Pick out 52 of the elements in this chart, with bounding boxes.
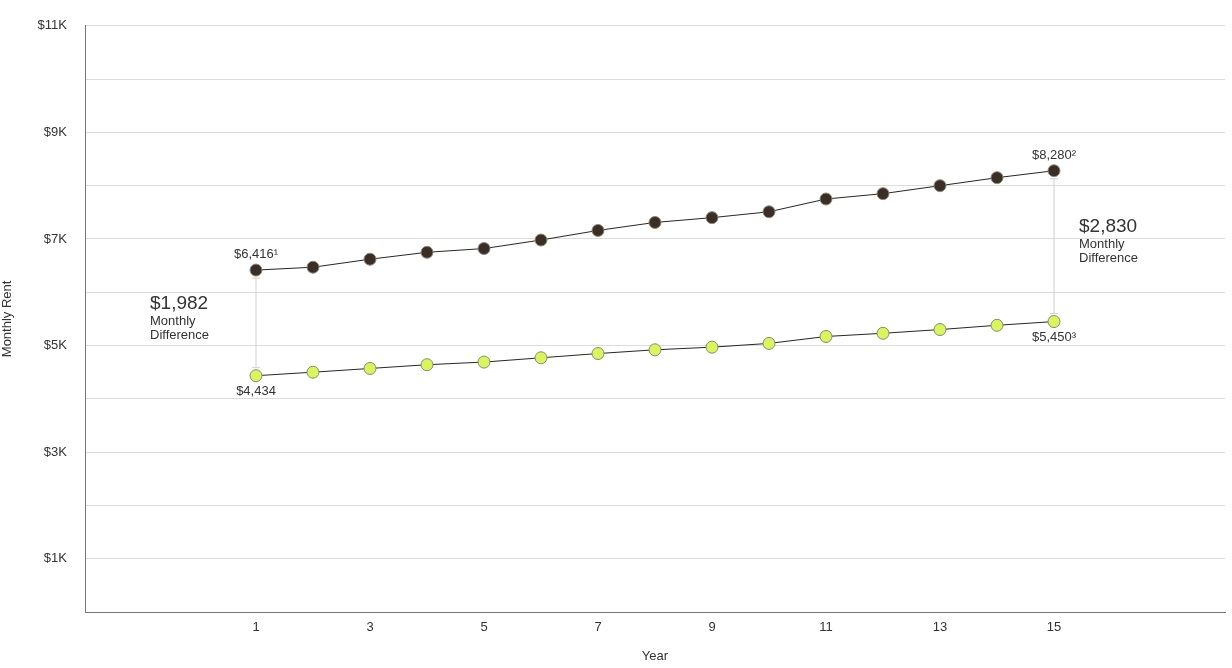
x-tick-label: 13 — [932, 619, 948, 635]
point — [420, 245, 434, 259]
y-tick-label: $11K — [37, 17, 68, 33]
point — [705, 340, 719, 354]
x-axis-title: Year — [641, 647, 669, 663]
point — [819, 329, 833, 343]
point — [1047, 315, 1061, 329]
point — [933, 323, 947, 337]
point — [762, 205, 776, 219]
point — [876, 187, 890, 201]
point — [306, 260, 320, 274]
point — [420, 358, 434, 372]
data-label: $8,280² — [1031, 146, 1077, 162]
point — [249, 369, 263, 383]
point — [648, 215, 662, 229]
y-tick-label: $7K — [43, 230, 68, 246]
y-tick-label: $9K — [43, 123, 68, 139]
data-label: $5,450³ — [1031, 328, 1077, 344]
x-tick-label: 3 — [366, 619, 374, 635]
y-tick-label: $5K — [43, 337, 68, 353]
point — [591, 223, 605, 237]
x-tick-label: 9 — [708, 619, 716, 635]
point — [306, 365, 320, 379]
point — [762, 336, 776, 350]
y-tick-label: $3K — [43, 443, 68, 459]
x-tick-label: 7 — [594, 619, 602, 635]
point — [363, 252, 377, 266]
point — [363, 361, 377, 375]
point — [534, 351, 548, 365]
annotation: $1,982 Monthly Difference — [150, 291, 210, 342]
data-label: $6,416¹ — [233, 246, 279, 262]
data-label: $4,434 — [236, 382, 276, 398]
x-tick-label: 11 — [819, 619, 833, 635]
point — [819, 192, 833, 206]
point — [876, 326, 890, 340]
point — [477, 242, 491, 256]
point — [648, 343, 662, 357]
y-tick-label: $1K — [43, 550, 68, 566]
x-tick-label: 5 — [480, 619, 488, 635]
point — [705, 211, 719, 225]
y-axis-title: Monthly Rent — [0, 280, 15, 358]
point — [534, 233, 548, 247]
point — [990, 318, 1004, 332]
point — [933, 179, 947, 193]
point — [1047, 164, 1061, 178]
point — [990, 171, 1004, 185]
x-tick-label: 1 — [252, 619, 260, 635]
point — [591, 347, 605, 361]
x-tick-label: 15 — [1046, 619, 1062, 635]
annotation: $2,830 Monthly Difference — [1079, 215, 1139, 266]
point — [477, 355, 491, 369]
point — [249, 263, 263, 277]
